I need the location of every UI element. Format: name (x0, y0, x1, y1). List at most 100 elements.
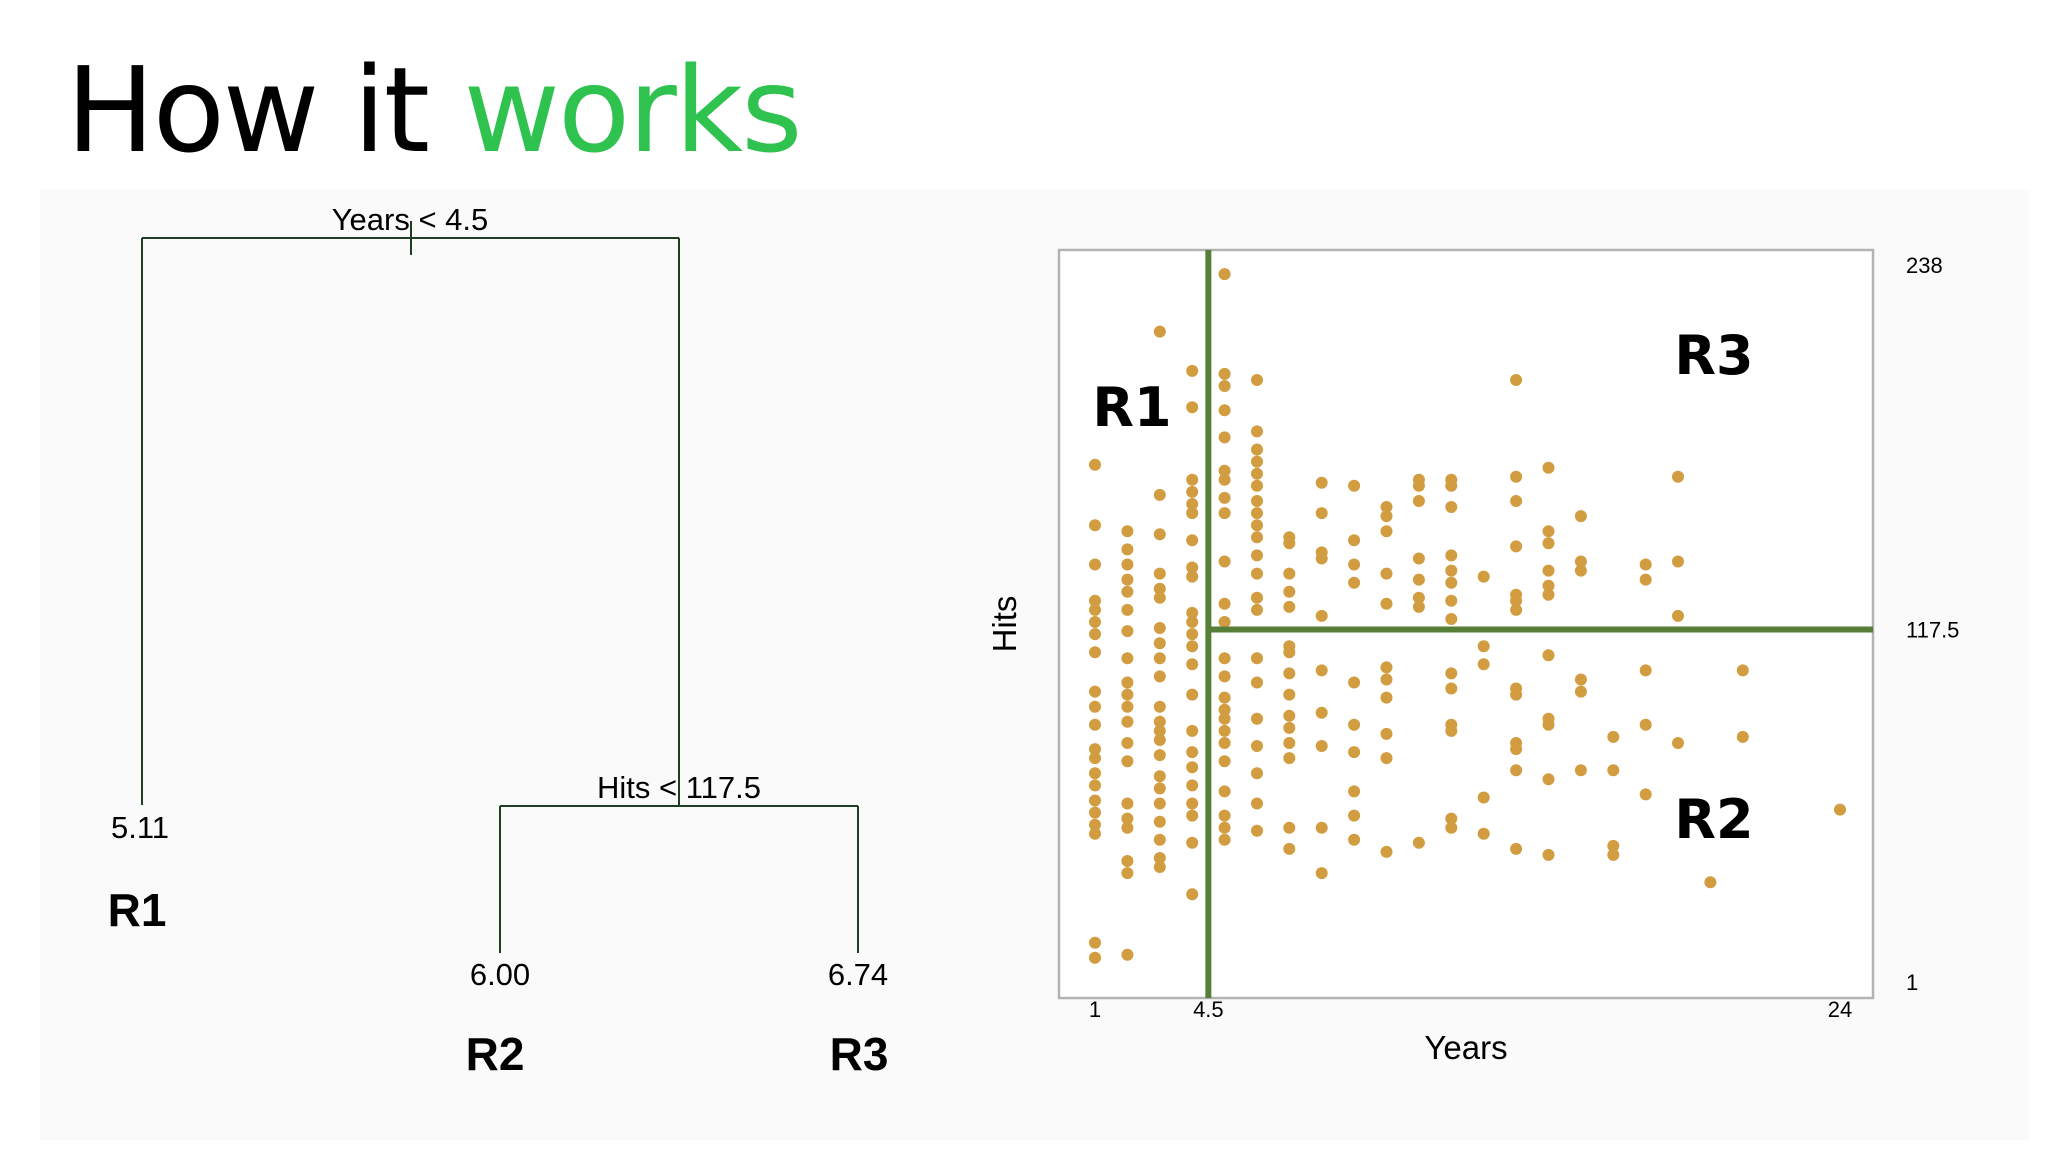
data-point (1542, 649, 1555, 662)
region-label-r3: R3 (1674, 324, 1753, 387)
slide-title-accent: works (463, 41, 803, 179)
x-tick-label: 4.5 (1193, 997, 1224, 1022)
data-point (1089, 936, 1101, 949)
data-point (1218, 555, 1231, 568)
data-point (1218, 652, 1231, 665)
data-point (1186, 401, 1199, 414)
data-point (1186, 616, 1199, 628)
data-point (1153, 815, 1166, 828)
data-point (1445, 594, 1458, 607)
data-point (1380, 673, 1393, 686)
data-point (1283, 667, 1296, 680)
data-point (1315, 740, 1328, 752)
data-point (1477, 827, 1490, 840)
data-point (1672, 555, 1684, 568)
data-point (1089, 458, 1101, 471)
data-point (1218, 691, 1231, 704)
data-point (1089, 558, 1101, 571)
region-label-r2: R2 (1674, 788, 1753, 851)
data-point (1639, 573, 1652, 586)
data-point (1315, 609, 1328, 622)
data-point (1380, 510, 1393, 523)
data-point (1315, 706, 1328, 719)
data-point (1251, 591, 1263, 604)
data-point (1089, 718, 1101, 731)
data-point (1251, 652, 1263, 665)
data-point (1639, 718, 1652, 731)
data-point (1348, 746, 1361, 759)
data-point (1574, 510, 1587, 523)
data-point (1186, 688, 1199, 701)
data-point (1186, 746, 1199, 759)
data-point (1089, 951, 1101, 964)
data-point (1251, 374, 1263, 386)
data-point (1510, 374, 1523, 386)
data-point (1251, 567, 1263, 580)
data-point (1218, 737, 1231, 749)
data-point (1445, 667, 1458, 680)
data-point (1283, 585, 1296, 598)
data-point (1380, 845, 1393, 858)
data-point (1153, 861, 1166, 873)
data-point (1153, 715, 1166, 728)
data-point (1251, 455, 1263, 468)
data-point (1218, 507, 1231, 520)
data-point (1607, 839, 1620, 852)
data-point (1348, 718, 1361, 731)
data-point (1089, 685, 1101, 698)
data-point (1251, 767, 1263, 780)
data-point (1121, 867, 1134, 880)
data-point (1121, 755, 1134, 768)
data-point (1412, 600, 1425, 613)
data-point (1089, 700, 1101, 713)
data-point (1251, 740, 1263, 752)
data-point (1574, 555, 1587, 568)
data-point (1153, 652, 1166, 665)
data-point (1283, 567, 1296, 580)
data-point (1639, 788, 1652, 801)
data-point (1283, 821, 1296, 834)
data-point (1574, 764, 1587, 777)
data-point (1186, 534, 1199, 547)
tree-leaf-value-r2: 6.00 (470, 957, 530, 992)
data-point (1607, 764, 1620, 777)
data-point (1186, 628, 1199, 641)
data-point (1445, 613, 1458, 625)
data-point (1121, 573, 1134, 586)
data-point (1510, 470, 1523, 483)
data-point (1348, 809, 1361, 822)
data-point (1315, 867, 1328, 880)
data-point (1153, 724, 1166, 737)
data-point (1251, 467, 1263, 480)
data-point (1672, 737, 1684, 749)
data-point (1153, 567, 1166, 580)
data-point (1186, 779, 1199, 792)
scatter-plot: 1 4.5 24 238 117.5 1 Years Hits R1 R3 R2 (986, 248, 1959, 1066)
data-point (1283, 646, 1296, 659)
data-point (1477, 640, 1490, 653)
data-point (1283, 721, 1296, 734)
data-point (1218, 491, 1231, 504)
data-point (1186, 364, 1199, 377)
data-point (1251, 479, 1263, 492)
data-point (1510, 495, 1523, 507)
data-point (1186, 640, 1199, 653)
data-point (1218, 616, 1231, 628)
data-point (1089, 818, 1101, 831)
data-point (1153, 797, 1166, 810)
data-point (1445, 724, 1458, 737)
data-point (1218, 404, 1231, 417)
data-point (1153, 582, 1166, 595)
data-point (1218, 431, 1231, 444)
tree-child-split-label: Hits < 117.5 (597, 770, 761, 805)
data-point (1218, 367, 1231, 380)
data-point (1251, 603, 1263, 616)
tree-leaf-region-r1: R1 (108, 884, 167, 936)
data-point (1672, 609, 1684, 622)
data-point (1153, 700, 1166, 713)
data-point (1186, 888, 1199, 901)
data-point (1542, 537, 1555, 550)
tree-leaf-value-r1: 5.11 (111, 810, 169, 845)
data-point (1510, 540, 1523, 553)
data-point (1121, 585, 1134, 598)
